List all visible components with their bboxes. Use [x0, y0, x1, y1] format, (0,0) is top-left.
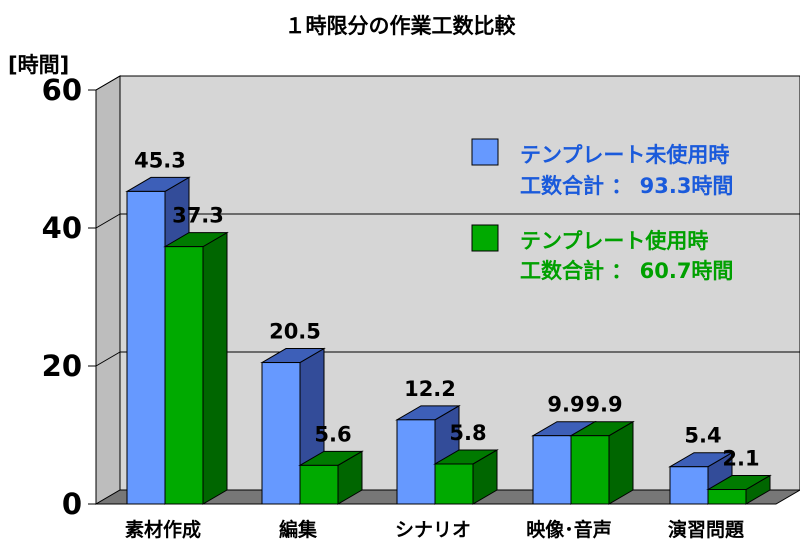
legend-label-series-2: テンプレート使用時 [520, 229, 708, 253]
data-label: 37.3 [172, 204, 224, 228]
legend-swatch-series-2 [471, 224, 499, 252]
x-axis-ticks: 素材作成 編集 シナリオ 映像･音声 演習問題 [125, 518, 745, 541]
legend-swatch-series-1 [471, 138, 499, 166]
bar-front [669, 466, 709, 505]
y-axis-ticks: 0 20 40 60 [42, 73, 96, 521]
bar-front [570, 435, 610, 505]
y-tick-label: 0 [62, 487, 82, 521]
bar-2-4 [569, 420, 635, 505]
x-tick-label: 映像･音声 [526, 518, 612, 541]
bar-front [434, 463, 474, 505]
data-label: 9.9 [547, 393, 584, 417]
legend-total-series-2: 工数合計 ： 60.7時間 [520, 259, 733, 283]
x-tick-label: 演習問題 [668, 518, 745, 541]
bar-front [126, 190, 166, 505]
x-tick-label: シナリオ [395, 519, 471, 541]
bars: 45.3 37.3 20.5 5.6 12.2 5.8 9.9 9.9 5.42.1 [125, 148, 772, 505]
data-label: 20.5 [269, 320, 321, 344]
bar-front [396, 419, 436, 505]
chart-title: １時限分の作業工数比較 [285, 14, 517, 38]
data-label: 45.3 [134, 148, 186, 172]
bar-front [707, 489, 747, 505]
data-label: 2.1 [722, 447, 759, 471]
data-label: 5.4 [684, 424, 721, 448]
bar-front [261, 362, 301, 505]
y-tick-label: 40 [42, 211, 82, 245]
bar-2-5 [706, 474, 772, 505]
bar-2-2 [298, 450, 364, 505]
gridlines [95, 75, 800, 367]
data-label: 12.2 [404, 377, 456, 401]
bar-front [164, 246, 204, 505]
y-tick-label: 20 [42, 349, 82, 383]
bar-2-1 [163, 231, 229, 505]
bar-2-3 [433, 449, 499, 505]
y-axis-unit: [時間] [8, 53, 69, 77]
legend-label-series-1: テンプレート未使用時 [520, 143, 729, 167]
gridline-side [95, 213, 121, 229]
data-label: 5.6 [314, 422, 351, 446]
legend: テンプレート未使用時 工数合計 ： 93.3時間 テンプレート使用時 工数合計 … [471, 138, 733, 283]
bar-front [532, 435, 572, 505]
gridline-side [95, 75, 121, 91]
bar-side [202, 231, 228, 505]
x-tick-label: 編集 [279, 518, 318, 541]
bar-front [299, 464, 339, 505]
legend-total-series-1: 工数合計 ： 93.3時間 [520, 174, 733, 198]
gridline-side [95, 351, 121, 367]
data-label: 9.9 [585, 393, 622, 417]
x-tick-label: 素材作成 [125, 518, 201, 541]
side-wall [95, 75, 121, 505]
data-label: 5.8 [449, 421, 486, 445]
y-tick-label: 60 [42, 73, 82, 107]
